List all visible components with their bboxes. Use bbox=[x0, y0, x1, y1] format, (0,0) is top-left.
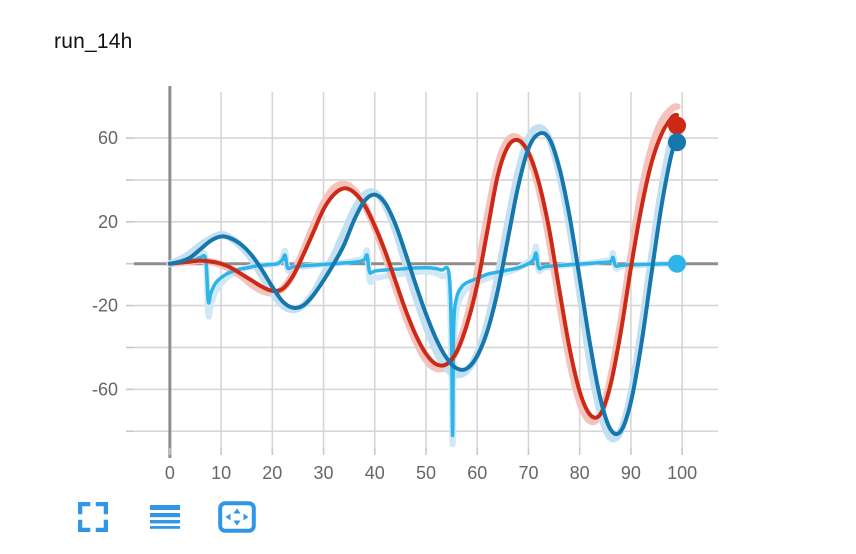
y-tick-label: -20 bbox=[92, 296, 118, 316]
line-chart[interactable]: 0 10 20 30 40 50 60 70 80 90 100 60 20 -20 -60 bbox=[0, 0, 856, 500]
plot-area[interactable]: 0 10 20 30 40 50 60 70 80 90 100 60 20 -20 -60 bbox=[0, 0, 856, 500]
x-tick-label: 20 bbox=[262, 463, 282, 483]
x-tick-label: 40 bbox=[365, 463, 385, 483]
endpoint-layer bbox=[668, 116, 687, 273]
fullscreen-button[interactable] bbox=[70, 494, 116, 540]
x-tick-label: 70 bbox=[518, 463, 538, 483]
x-tick-label: 80 bbox=[570, 463, 590, 483]
x-tick-label: 0 bbox=[165, 463, 175, 483]
series-line-blue bbox=[167, 130, 680, 437]
series-line-cyan bbox=[168, 251, 679, 438]
endpoint-dot-blue bbox=[668, 133, 687, 152]
series-line-red bbox=[167, 113, 680, 420]
x-tick-label: 10 bbox=[211, 463, 231, 483]
x-tick-label: 60 bbox=[467, 463, 487, 483]
endpoint-dot-cyan bbox=[668, 254, 687, 273]
y-tick-label: 60 bbox=[98, 128, 118, 148]
x-tick-label: 90 bbox=[621, 463, 641, 483]
pan-icon bbox=[218, 501, 256, 533]
pan-button[interactable] bbox=[214, 494, 260, 540]
y-tick-label: -60 bbox=[92, 379, 118, 399]
fullscreen-icon bbox=[78, 502, 108, 532]
series-layer bbox=[166, 103, 681, 447]
y-tick-label: 20 bbox=[98, 212, 118, 232]
page-title: run_14h bbox=[54, 30, 133, 53]
chart-toolbar[interactable] bbox=[70, 494, 260, 540]
x-tick-label: 100 bbox=[667, 463, 697, 483]
x-tick-label: 30 bbox=[314, 463, 334, 483]
endpoint-dot-red bbox=[668, 116, 687, 135]
lines-button[interactable] bbox=[142, 494, 188, 540]
lines-icon bbox=[149, 502, 181, 532]
x-tick-label: 50 bbox=[416, 463, 436, 483]
tick-label-layer: 0 10 20 30 40 50 60 70 80 90 100 60 20 -20 -60 bbox=[92, 128, 697, 483]
